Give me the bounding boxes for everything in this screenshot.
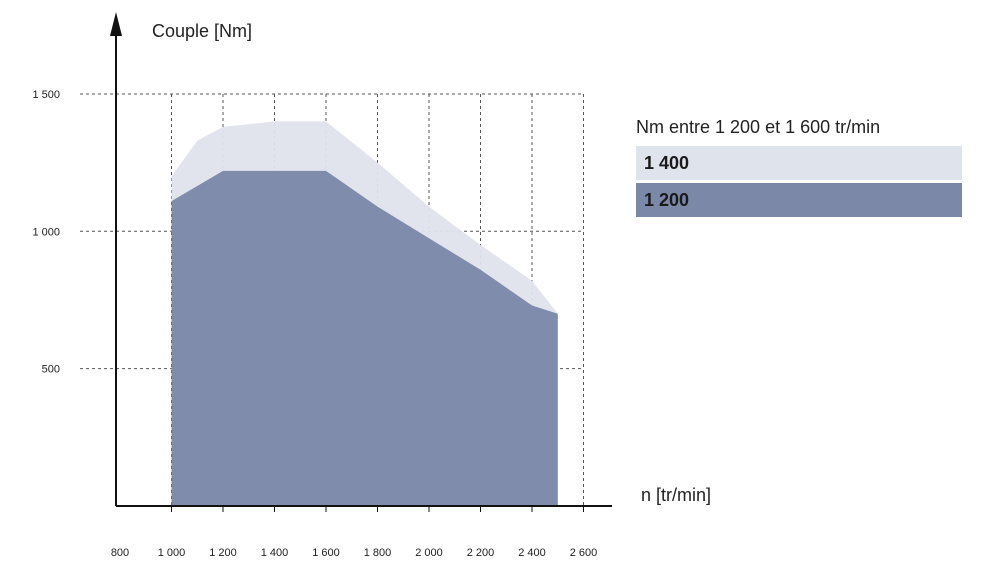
legend: Nm entre 1 200 et 1 600 tr/min 1 400 1 2…: [636, 117, 966, 220]
x-tick-label: 2 200: [467, 547, 495, 559]
x-tick-label: 2 000: [415, 547, 443, 559]
x-tick-label: 1 000: [158, 547, 186, 559]
axes: [110, 12, 612, 507]
x-tick-label: 2 600: [570, 547, 598, 559]
x-tick-label: 1 800: [364, 547, 392, 559]
y-tick-label: 1 500: [32, 89, 60, 101]
legend-item-1200: 1 200: [636, 183, 962, 217]
x-tick-label: 1 200: [209, 547, 237, 559]
series-areas: [171, 121, 558, 507]
legend-item-1400: 1 400: [636, 146, 962, 180]
y-axis-title: Couple [Nm]: [152, 21, 252, 41]
x-axis-title: n [tr/min]: [641, 485, 711, 505]
x-tick-label: 2 400: [518, 547, 546, 559]
series-area-1200: [171, 170, 558, 506]
y-axis-arrow-icon: [110, 12, 122, 36]
y-tick-label: 500: [42, 364, 60, 376]
x-tick-label: 800: [111, 547, 129, 559]
y-tick-label: 1 000: [32, 226, 60, 238]
x-tick-label: 1 600: [312, 547, 340, 559]
legend-title: Nm entre 1 200 et 1 600 tr/min: [636, 117, 881, 137]
tick-labels: 800 1 000 1 200 1 400 1 600 1 800 2 000 2 200 2 …: [32, 89, 597, 559]
x-tick-label: 1 400: [261, 547, 289, 559]
